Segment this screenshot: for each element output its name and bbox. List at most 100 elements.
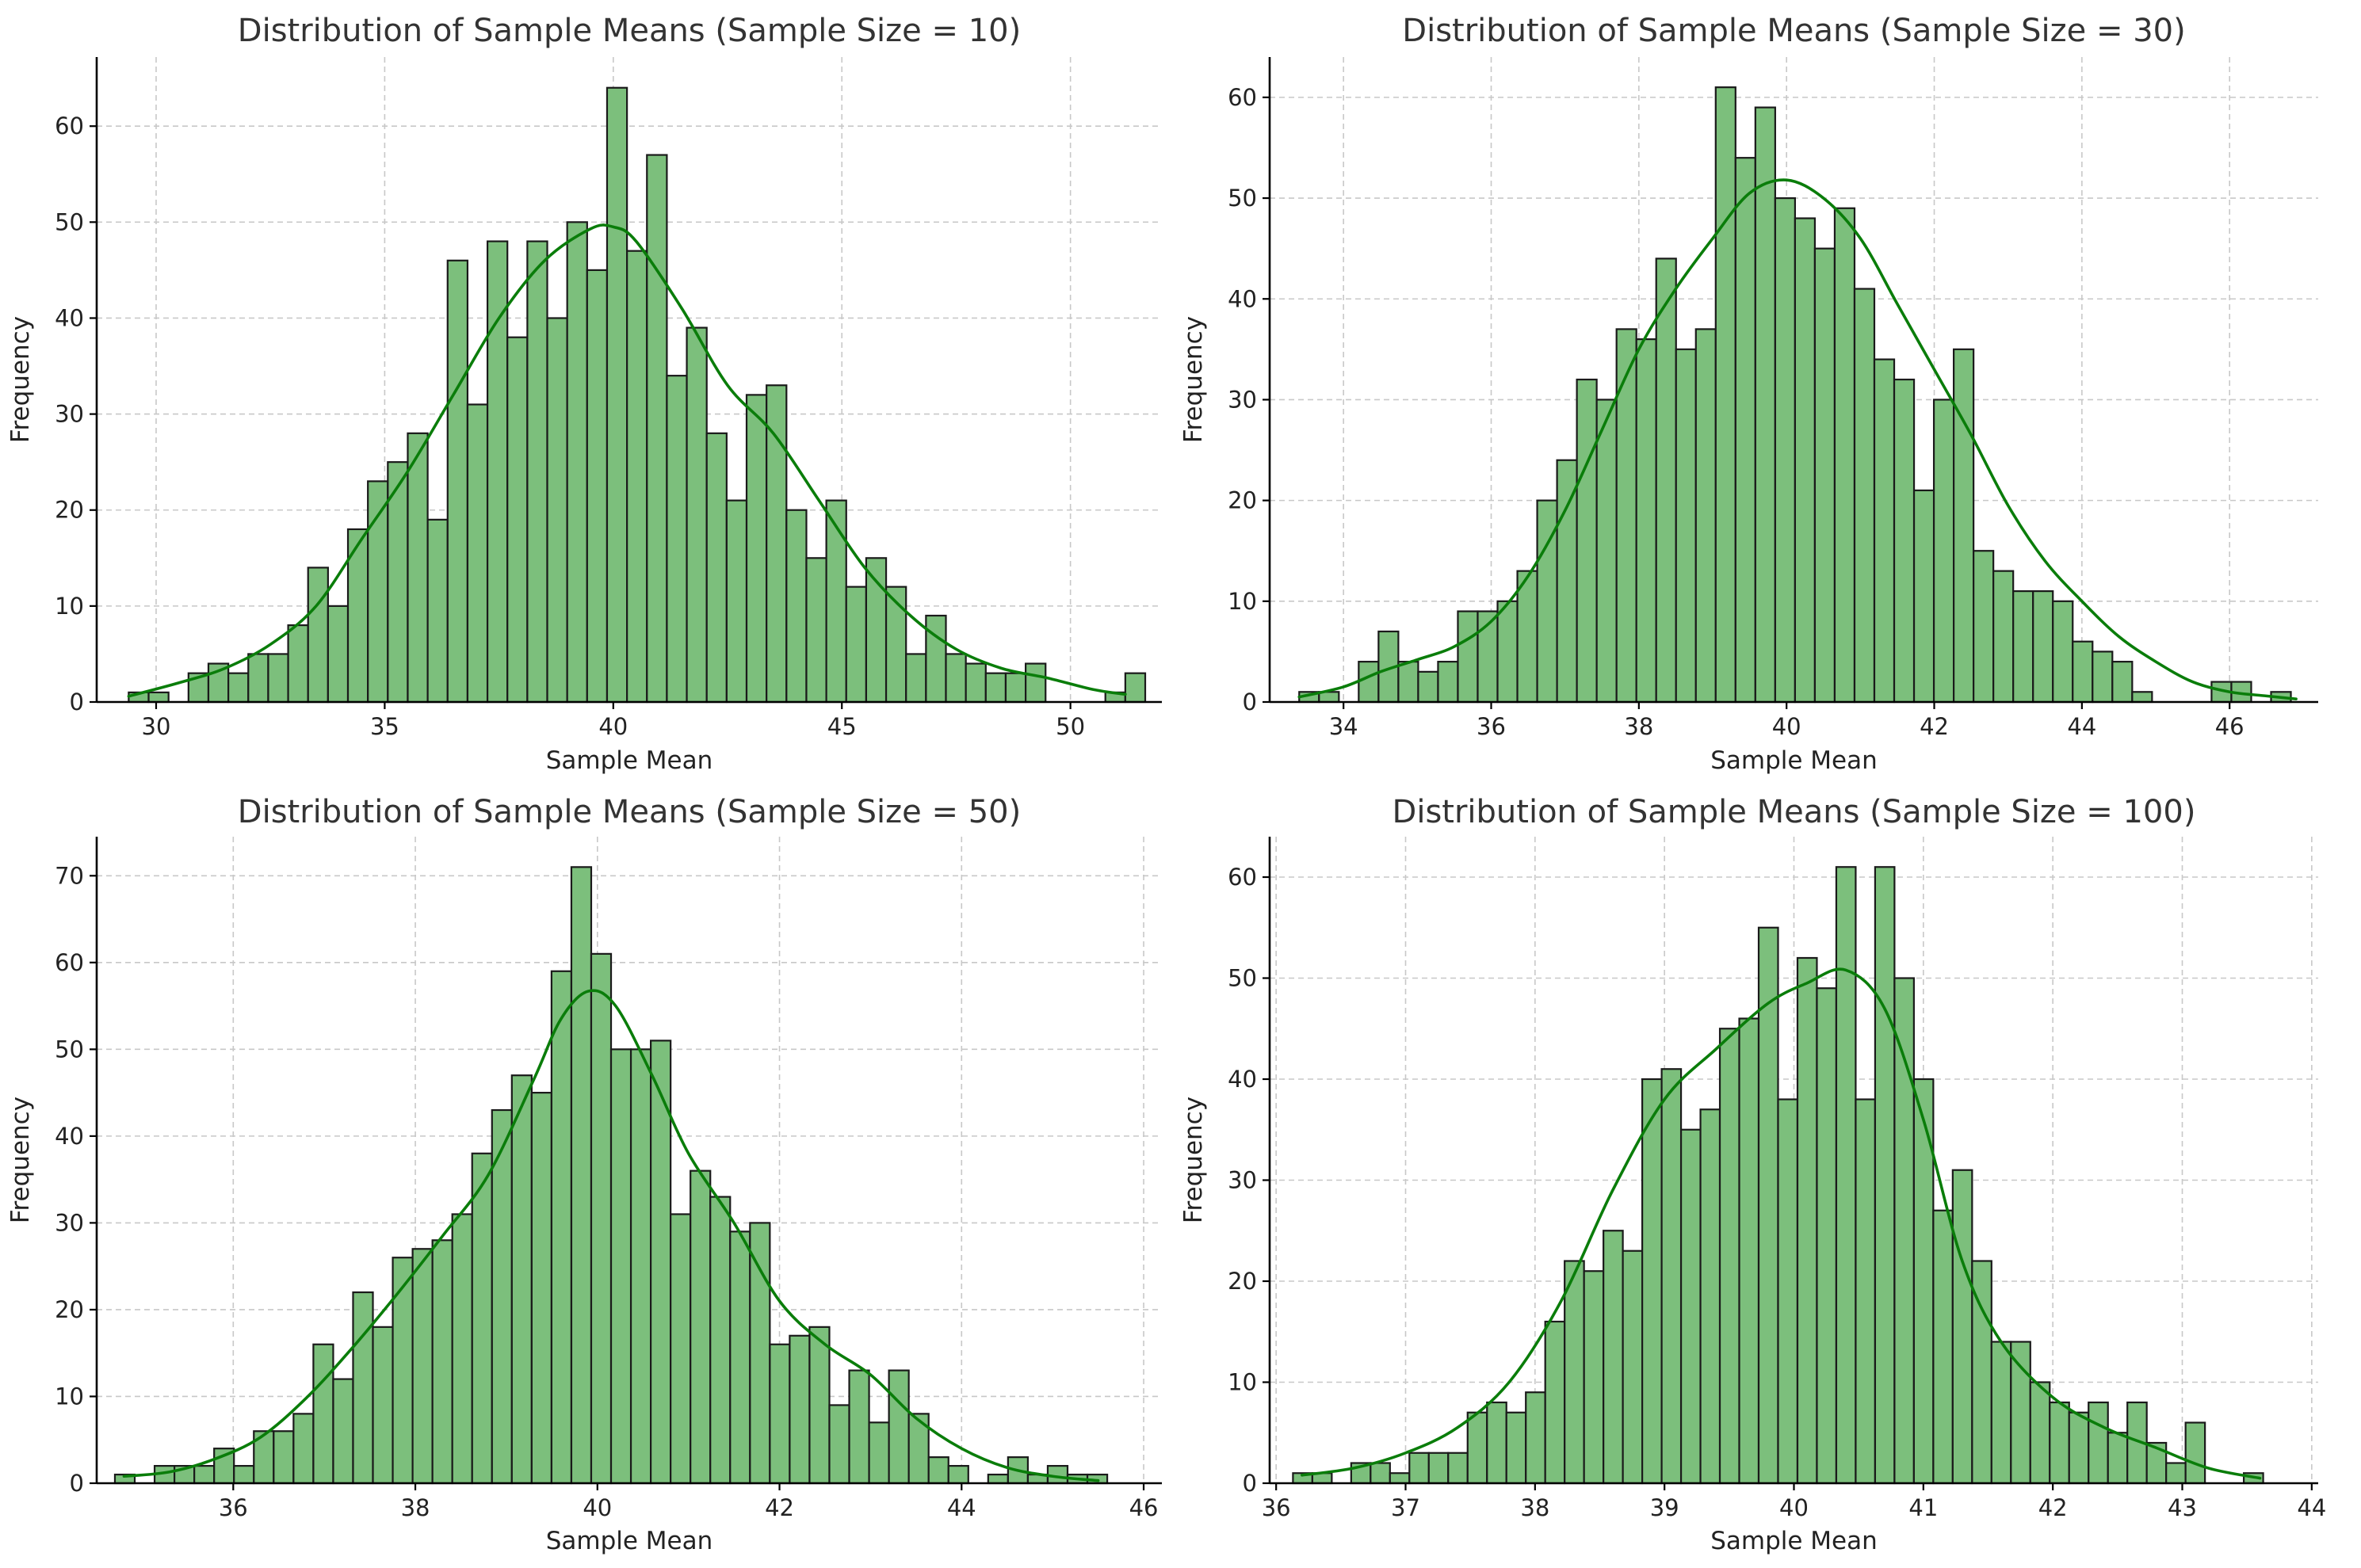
histogram-bar: [1990, 1341, 2012, 1485]
histogram-bar: [446, 259, 469, 704]
histogram-bar: [352, 1291, 374, 1485]
histogram-bar: [1757, 926, 1779, 1485]
histogram-bar: [925, 614, 947, 704]
histogram-bar: [1951, 1169, 1973, 1485]
histogram-bar: [510, 1074, 533, 1485]
histogram-bar: [506, 336, 529, 704]
y-tick-label: 70: [55, 862, 84, 889]
histogram-bar: [905, 653, 927, 704]
histogram-bar: [888, 1369, 910, 1485]
x-tick-label: 42: [1920, 713, 1949, 740]
histogram-bar: [848, 1369, 870, 1485]
x-tick-label: 40: [583, 1494, 612, 1521]
histogram-bar: [233, 1464, 255, 1485]
histogram-bar: [1973, 550, 1995, 704]
histogram-bar: [1635, 338, 1657, 704]
y-tick-label: 50: [55, 208, 84, 235]
histogram-bar: [1389, 1472, 1411, 1485]
y-tick-label: 0: [1243, 689, 1257, 715]
x-tick-label: 44: [2297, 1494, 2326, 1521]
histogram-bar: [2111, 661, 2134, 704]
histogram-bar: [1046, 1464, 1069, 1485]
histogram-bar: [1564, 1260, 1585, 1485]
histogram-bar: [332, 1378, 354, 1485]
histogram-bar: [1874, 866, 1896, 1485]
histogram-bar: [769, 1343, 791, 1485]
histogram-bar: [1932, 399, 1955, 704]
histogram-bar: [1774, 196, 1796, 704]
histogram-bar: [1679, 1128, 1702, 1485]
histogram-bar: [307, 567, 329, 704]
y-tick-label: 50: [1228, 185, 1257, 212]
histogram-bar: [267, 653, 289, 704]
x-tick-label: 34: [1329, 713, 1358, 740]
x-tick-label: 40: [1772, 713, 1801, 740]
x-axis-label: Sample Mean: [546, 1527, 713, 1555]
y-tick-label: 50: [1228, 965, 1257, 992]
histogram-bar: [709, 1196, 732, 1485]
x-tick-label: 38: [1624, 713, 1653, 740]
histogram-bar: [1641, 1078, 1663, 1485]
histogram-bar: [828, 1404, 850, 1485]
histogram-bar: [1408, 1452, 1430, 1485]
histogram-bar: [1576, 378, 1598, 704]
histogram-bar: [1397, 661, 1419, 704]
y-tick-label: 20: [1228, 1268, 1257, 1295]
y-tick-label: 0: [70, 1470, 84, 1497]
histogram-bars: [113, 866, 1109, 1485]
x-tick-label: 46: [2215, 713, 2244, 740]
histogram-bar: [1853, 288, 1876, 704]
histogram-bar: [984, 672, 1007, 704]
histogram-bar: [1525, 1391, 1546, 1485]
histogram-bar: [2131, 691, 2153, 704]
histogram-bar: [1457, 610, 1479, 704]
histogram-bar: [725, 499, 748, 704]
histogram-bar: [927, 1456, 949, 1485]
y-tick-label: 20: [55, 497, 84, 524]
histogram-bar: [1603, 1230, 1624, 1485]
histogram-bar: [372, 1326, 394, 1485]
histogram-bar: [1544, 1320, 1566, 1485]
histogram-bar: [1833, 207, 1856, 704]
histogram-bar: [1694, 328, 1717, 704]
histogram-bar: [1675, 348, 1697, 704]
histogram-bar: [247, 653, 269, 704]
histogram-bar: [292, 1413, 315, 1485]
subplot-title: Distribution of Sample Means (Sample Siz…: [1393, 794, 2196, 830]
histogram-bar: [1437, 661, 1459, 704]
histogram-bar: [2032, 589, 2054, 704]
histogram-bar: [1893, 378, 1916, 704]
x-tick-label: 50: [1056, 713, 1085, 740]
histogram-bar: [466, 403, 489, 704]
histogram-bar: [570, 866, 593, 1485]
histogram-bar: [2029, 1381, 2051, 1485]
y-axis-label: Frequency: [1179, 316, 1208, 443]
histogram-bar: [690, 1169, 712, 1485]
histogram-bar: [1583, 1270, 1605, 1485]
histogram-bar: [273, 1430, 295, 1485]
histogram-bar: [825, 499, 847, 704]
x-tick-label: 38: [401, 1494, 430, 1521]
histogram-bar: [1655, 258, 1677, 704]
histogram-bar: [1358, 661, 1380, 704]
subplot-sample-size-100: 36 37 38 39 40 41 42 43 44 0 10 20 30 40 50 60 Distribut…: [1179, 794, 2326, 1555]
histogram-bar: [546, 317, 568, 704]
y-axis-label: Frequency: [6, 1097, 35, 1223]
histogram-bar: [1699, 1108, 1721, 1485]
histogram-bar: [451, 1213, 473, 1485]
x-tick-label: 38: [1520, 1494, 1549, 1521]
histogram-bar: [1992, 570, 2015, 704]
histogram-bar: [2184, 1421, 2206, 1485]
histogram-bar: [1912, 489, 1935, 704]
histogram-bar: [312, 1343, 334, 1485]
histogram-bar: [2107, 1432, 2129, 1485]
x-tick-label: 36: [1477, 713, 1506, 740]
histogram-bar: [789, 1334, 811, 1485]
y-tick-label: 30: [55, 1209, 84, 1236]
histogram-bar: [526, 240, 548, 704]
x-tick-label: 43: [2168, 1494, 2197, 1521]
y-tick-label: 0: [70, 689, 84, 715]
histogram-bar: [431, 1239, 453, 1485]
subplot-sample-size-50: 36 38 40 42 44 46 0 10 20 30 40 50 60 70 Distribution …: [6, 794, 1162, 1555]
